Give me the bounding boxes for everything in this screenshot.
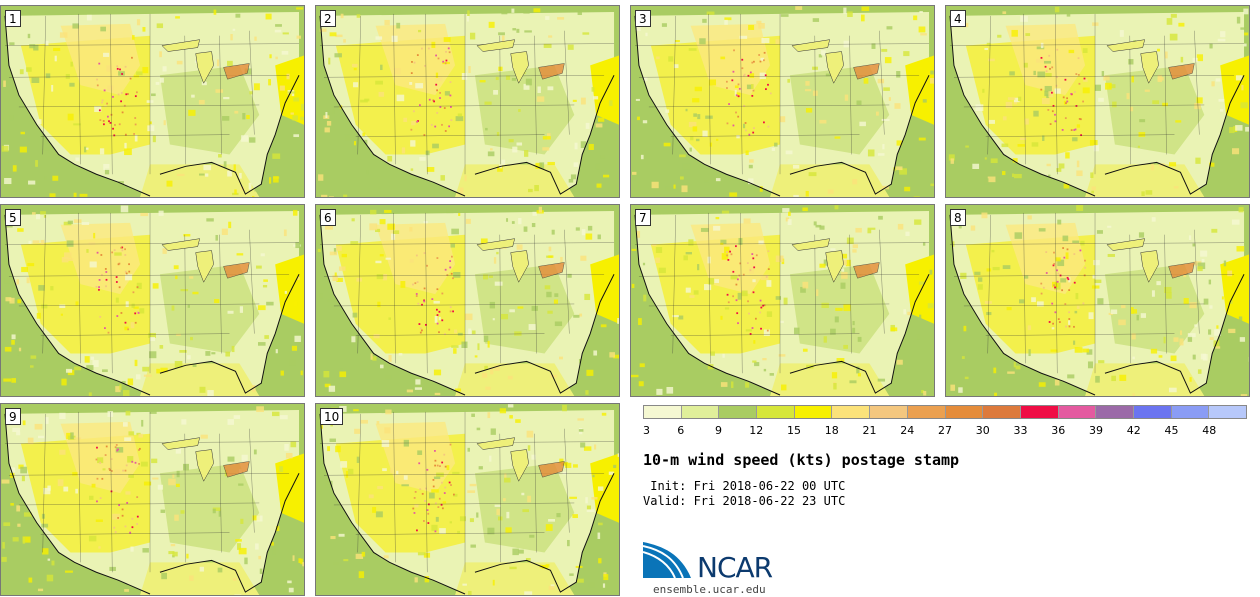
ensemble-member-panel: 2: [315, 5, 620, 198]
colorbar-tick-label: 48: [1202, 424, 1217, 437]
colorbar-segment: [1171, 406, 1210, 418]
colorbar-segment: [983, 406, 1021, 418]
wind-speed-map: [316, 404, 619, 595]
member-number: 10: [320, 408, 344, 425]
wind-speed-map: [316, 205, 619, 396]
colorbar-segment: [681, 406, 720, 418]
logo-name: NCAR: [697, 551, 773, 584]
ensemble-member-panel: 4: [945, 5, 1250, 198]
ensemble-member-panel: 10: [315, 403, 620, 596]
colorbar-tick-label: 3: [643, 424, 650, 437]
member-number: 1: [5, 10, 21, 27]
colorbar-segment: [1133, 406, 1172, 418]
wind-speed-map: [946, 6, 1249, 197]
colorbar-segment: [907, 406, 946, 418]
wind-speed-map: [1, 404, 304, 595]
colorbar-tick-label: 21: [862, 424, 877, 437]
colorbar-tick-label: 36: [1051, 424, 1066, 437]
colorbar-segment: [644, 406, 682, 418]
colorbar-tick-label: 9: [715, 424, 722, 437]
member-number: 2: [320, 10, 336, 27]
member-number: 5: [5, 209, 21, 226]
colorbar-segment: [794, 406, 833, 418]
colorbar-segment: [870, 406, 908, 418]
member-number: 6: [320, 209, 336, 226]
ensemble-member-panel: 3: [630, 5, 935, 198]
wind-speed-map: [316, 6, 619, 197]
colorbar: [643, 405, 1247, 419]
ensemble-member-panel: 7: [630, 204, 935, 397]
member-number: 3: [635, 10, 651, 27]
colorbar-segment: [719, 406, 758, 418]
member-number: 8: [950, 209, 966, 226]
ncar-logo-icon: [643, 542, 691, 579]
colorbar-segment: [832, 406, 871, 418]
colorbar-segment: [1058, 406, 1097, 418]
colorbar-tick-label: 12: [749, 424, 764, 437]
member-number: 9: [5, 408, 21, 425]
colorbar-tick-label: 15: [787, 424, 801, 437]
member-number: 4: [950, 10, 966, 27]
colorbar-tick-label: 39: [1089, 424, 1103, 437]
colorbar-tick-label: 33: [1013, 424, 1028, 437]
wind-speed-map: [946, 205, 1249, 396]
colorbar-segment: [945, 406, 984, 418]
valid-time: Valid: Fri 2018-06-22 23 UTC: [643, 494, 846, 508]
wind-speed-map: [1, 6, 304, 197]
wind-speed-map: [1, 205, 304, 396]
colorbar-tick-label: 27: [938, 424, 952, 437]
colorbar-ticks: 3 6 9 12 15 18 21 24 27 30 33 36 39 42 45 48: [643, 424, 1247, 438]
ensemble-member-panel: 1: [0, 5, 305, 198]
colorbar-tick-label: 18: [824, 424, 839, 437]
colorbar-segment: [757, 406, 795, 418]
colorbar-tick-label: 30: [975, 424, 990, 437]
ensemble-member-panel: 9: [0, 403, 305, 596]
ensemble-member-panel: 6: [315, 204, 620, 397]
colorbar-tick-label: 6: [677, 424, 685, 437]
member-number: 7: [635, 209, 651, 226]
colorbar-tick-label: 45: [1164, 424, 1179, 437]
ensemble-member-panel: 8: [945, 204, 1250, 397]
init-time: Init: Fri 2018-06-22 00 UTC: [643, 479, 846, 493]
colorbar-segment: [1096, 406, 1134, 418]
colorbar-segment: [1209, 406, 1246, 418]
colorbar-segment: [1020, 406, 1059, 418]
wind-speed-map: [631, 6, 934, 197]
site-url: ensemble.ucar.edu: [653, 583, 766, 596]
ensemble-member-panel: 5: [0, 204, 305, 397]
colorbar-tick-label: 42: [1126, 424, 1141, 437]
chart-title: 10-m wind speed (kts) postage stamp: [643, 451, 960, 469]
wind-speed-map: [631, 205, 934, 396]
colorbar-tick-label: 24: [900, 424, 915, 437]
